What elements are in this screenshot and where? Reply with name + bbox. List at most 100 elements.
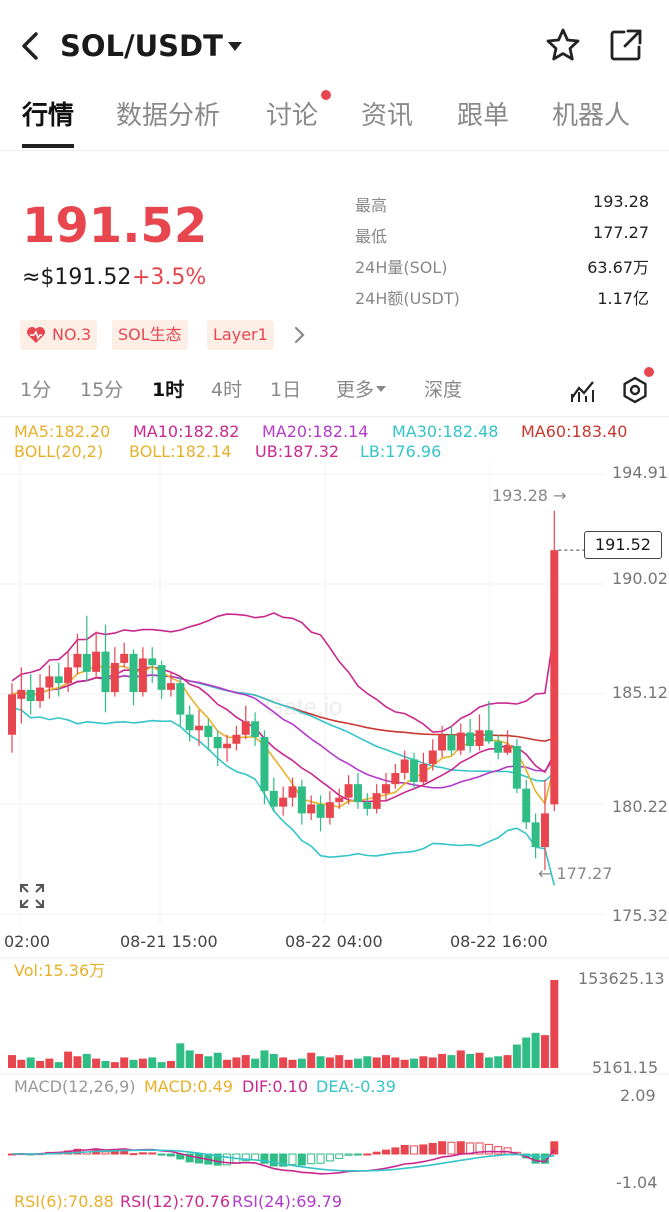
volume-bar xyxy=(419,1056,428,1068)
macd-histogram-bar xyxy=(148,1152,157,1155)
time-axis-label: 08-22 04:00 xyxy=(285,932,383,951)
dif-label: DIF:0.10 xyxy=(242,1077,309,1096)
volume-bar xyxy=(8,1055,16,1068)
pair-title[interactable]: SOL/USDT xyxy=(60,29,223,63)
low-value: 177.27 xyxy=(593,223,649,242)
candle xyxy=(438,734,447,751)
share-icon[interactable] xyxy=(608,27,644,63)
macd-histogram-bar xyxy=(335,1153,344,1159)
volume-bar xyxy=(120,1057,129,1068)
interval-15m[interactable]: 15分 xyxy=(80,379,124,401)
rank-tag[interactable]: NO.3 xyxy=(20,320,98,350)
interval-depth[interactable]: 深度 xyxy=(424,379,463,401)
macd-max: 2.09 xyxy=(620,1086,656,1105)
watermark: Gate.io xyxy=(265,694,342,721)
caret-down-icon[interactable] xyxy=(226,26,244,79)
candle xyxy=(419,763,428,782)
boll-params-label: BOLL(20,2) xyxy=(14,442,104,461)
volume-bar xyxy=(540,1035,549,1068)
candle xyxy=(45,676,54,688)
candle xyxy=(456,732,465,751)
high-label: 最高 xyxy=(355,196,388,215)
interval-more[interactable]: 更多 xyxy=(336,376,388,404)
star-icon[interactable] xyxy=(545,27,581,63)
candle xyxy=(129,653,138,693)
macd-histogram-bar xyxy=(353,1153,362,1156)
tab-data-analysis[interactable]: 数据分析 xyxy=(116,101,221,131)
interval-1m[interactable]: 1分 xyxy=(20,379,52,401)
interval-1d[interactable]: 1日 xyxy=(270,379,302,401)
candle xyxy=(382,784,390,794)
macd-histogram-bar xyxy=(325,1153,334,1162)
candle xyxy=(251,721,260,738)
volume-bar xyxy=(447,1055,456,1068)
settings-icon[interactable] xyxy=(620,375,650,405)
tab-bots[interactable]: 机器人 xyxy=(552,101,631,131)
volume-bar xyxy=(54,1062,63,1068)
macd-histogram-bar xyxy=(484,1143,493,1155)
candlestick-chart[interactable]: Gate.io xyxy=(0,462,669,1200)
sol-ecosystem-tag[interactable]: SOL生态 xyxy=(112,320,188,350)
candle xyxy=(269,790,278,807)
indicator-icon[interactable] xyxy=(569,376,597,404)
volume-bar xyxy=(232,1057,241,1068)
macd-histogram-bar xyxy=(101,1151,110,1155)
tab-copy-trade[interactable]: 跟单 xyxy=(457,101,510,131)
volume-label: Vol:15.36万 xyxy=(14,961,106,980)
macd-histogram-bar xyxy=(316,1153,325,1164)
volume-bar xyxy=(223,1059,232,1068)
volume-bar xyxy=(26,1057,35,1068)
back-icon[interactable] xyxy=(14,26,48,66)
boll-lower-line xyxy=(11,707,556,886)
change-percent: +3.5% xyxy=(132,265,207,290)
macd-histogram-bar xyxy=(550,1141,559,1155)
volume-bar xyxy=(45,1058,54,1068)
volume-bar xyxy=(129,1059,138,1068)
candle xyxy=(428,750,437,764)
candle xyxy=(522,788,531,823)
volume-bar xyxy=(344,1059,353,1068)
fullscreen-icon[interactable] xyxy=(18,882,46,910)
ma5-label: MA5:182.20 xyxy=(14,422,111,441)
interval-1h[interactable]: 1时 xyxy=(152,379,185,401)
candle xyxy=(307,804,316,814)
price-axis-label: 180.22 xyxy=(612,797,668,816)
rsi24-label: RSI(24):69.79 xyxy=(232,1192,343,1211)
macd-histogram-bar xyxy=(410,1145,419,1155)
volume-bar xyxy=(503,1055,512,1068)
ma10-label: MA10:182.82 xyxy=(133,422,240,441)
volume-bar xyxy=(456,1050,465,1068)
candle xyxy=(363,802,372,809)
interval-4h[interactable]: 4时 xyxy=(211,379,243,401)
chevron-right-icon[interactable] xyxy=(290,320,310,350)
volume-bar xyxy=(297,1058,306,1068)
volume-bar xyxy=(176,1043,185,1068)
volume-min: 5161.15 xyxy=(592,1058,659,1077)
layer1-tag[interactable]: Layer1 xyxy=(207,320,274,350)
volume-bar xyxy=(410,1058,419,1068)
macd-histogram-bar xyxy=(475,1142,484,1155)
volume-bar xyxy=(166,1060,175,1068)
volume-bar xyxy=(335,1055,344,1068)
volume-label: 24H量(SOL) xyxy=(355,258,448,277)
volume-bar xyxy=(325,1057,334,1068)
volume-bar xyxy=(73,1056,82,1068)
volume-bar xyxy=(391,1057,400,1068)
tab-market[interactable]: 行情 xyxy=(22,101,75,131)
amount-value: 1.17亿 xyxy=(597,289,649,308)
candle xyxy=(232,734,241,744)
candle xyxy=(494,741,503,753)
macd-histogram-bar xyxy=(279,1153,288,1167)
rsi6-label: RSI(6):70.88 xyxy=(14,1192,114,1211)
candle xyxy=(204,725,213,738)
tab-discussion[interactable]: 讨论 xyxy=(266,101,319,131)
settings-notification-dot xyxy=(644,367,654,377)
ma60-label: MA60:183.40 xyxy=(521,422,628,441)
macd-histogram-bar xyxy=(307,1153,316,1165)
tab-news[interactable]: 资讯 xyxy=(361,101,414,131)
candle xyxy=(138,658,147,693)
macd-histogram-bar xyxy=(456,1141,465,1155)
candle xyxy=(391,772,400,785)
rsi12-label: RSI(12):70.76 xyxy=(120,1192,231,1211)
candle xyxy=(64,667,73,684)
